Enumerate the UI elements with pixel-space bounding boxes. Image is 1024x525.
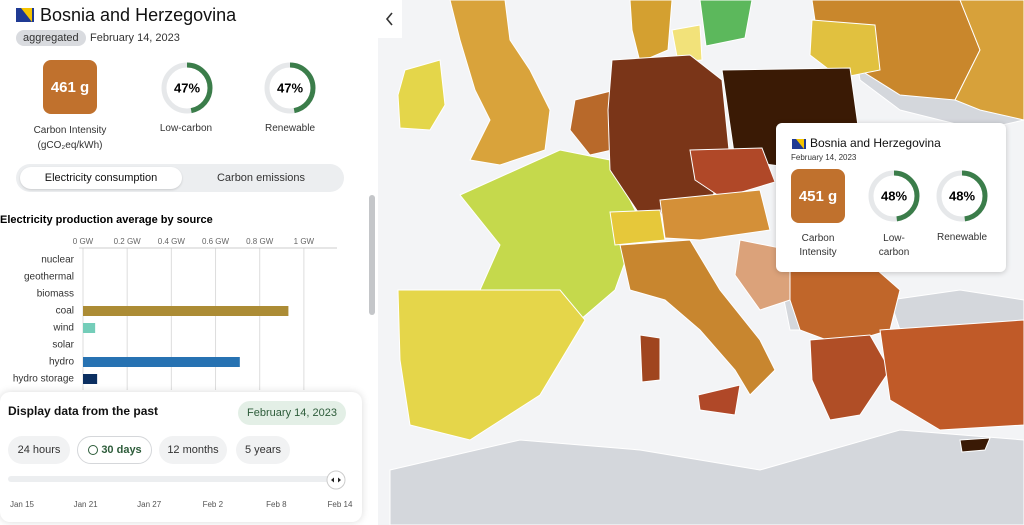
slider-label: Feb 8 bbox=[266, 500, 287, 509]
slider-label: Jan 27 bbox=[137, 500, 162, 509]
gauge-arc bbox=[936, 170, 988, 222]
bar bbox=[83, 323, 96, 333]
badge: aggregated bbox=[16, 30, 86, 46]
slider-label: Feb 2 bbox=[202, 500, 224, 509]
tooltip-low-carbon-label: Low-carbon bbox=[878, 233, 910, 258]
tooltip-zone: Bosnia and Herzegovina bbox=[810, 136, 941, 150]
slider-knob[interactable] bbox=[326, 470, 346, 490]
range-button[interactable]: 12 months bbox=[159, 436, 227, 464]
tooltip-low-carbon-gauge: 48% bbox=[868, 170, 920, 222]
range-button[interactable]: 24 hours bbox=[8, 436, 70, 464]
low-carbon-label: Low-carbon bbox=[159, 123, 213, 134]
category-label: biomass bbox=[37, 289, 74, 300]
tooltip-renewable-label: Renewable bbox=[936, 232, 988, 243]
tooltip-date: February 14, 2023 bbox=[791, 153, 857, 162]
range-button[interactable]: 5 years bbox=[236, 436, 290, 464]
gauge-label: 48% bbox=[949, 188, 975, 203]
x-tick-label: 0.2 GW bbox=[114, 237, 142, 246]
gauge-label: 47% bbox=[277, 80, 303, 95]
clock-icon bbox=[88, 445, 98, 455]
bar bbox=[83, 357, 240, 367]
scrollbar[interactable] bbox=[369, 195, 375, 315]
slider-label: Jan 15 bbox=[9, 500, 35, 509]
time-title: Display data from the past bbox=[8, 404, 159, 418]
time-date[interactable]: February 14, 2023 bbox=[238, 401, 346, 425]
flag bbox=[16, 8, 34, 22]
ci-label: Carbon Intensity (gCO₂eq/kWh) bbox=[10, 123, 130, 153]
category-label: nuclear bbox=[41, 255, 74, 266]
ci-unit: (gCO₂eq/kWh) bbox=[37, 140, 103, 151]
gauge-arc bbox=[868, 170, 920, 222]
collapse-button[interactable] bbox=[378, 0, 402, 38]
category-label: geothermal bbox=[24, 272, 74, 283]
gauge-label: 48% bbox=[881, 188, 907, 203]
x-tick-label: 0.6 GW bbox=[202, 237, 230, 246]
gauge-arc bbox=[264, 62, 316, 114]
renewable-label: Renewable bbox=[264, 123, 316, 134]
tooltip-flag bbox=[792, 139, 806, 149]
carbon-intensity: 461 g bbox=[43, 60, 97, 114]
bar bbox=[83, 306, 289, 316]
tooltip-carbon-intensity: 451 g bbox=[791, 169, 845, 223]
production-chart: Electricity production average by source… bbox=[0, 214, 337, 390]
category-label: solar bbox=[52, 340, 74, 351]
gauge-arc bbox=[161, 62, 213, 114]
slider-label: Jan 21 bbox=[73, 500, 98, 509]
low-carbon-gauge: 47% bbox=[161, 62, 213, 114]
x-tick-label: 0.4 GW bbox=[158, 237, 186, 246]
zone-name: Bosnia and Herzegovina bbox=[40, 5, 237, 25]
category-label: hydro bbox=[49, 357, 74, 368]
ci-label-text: Carbon Intensity bbox=[33, 125, 107, 136]
gauge-label: 47% bbox=[174, 80, 200, 95]
x-tick-label: 0 GW bbox=[73, 237, 94, 246]
slider-label: Feb 14 bbox=[327, 500, 353, 509]
renewable-gauge: 47% bbox=[264, 62, 316, 114]
toggle-option[interactable]: Carbon emissions bbox=[216, 172, 306, 184]
x-tick-label: 1 GW bbox=[294, 237, 315, 246]
x-tick-label: 0.8 GW bbox=[246, 237, 274, 246]
toggle-option[interactable]: Electricity consumption bbox=[20, 167, 182, 189]
category-label: hydro storage bbox=[13, 374, 75, 385]
category-label: wind bbox=[52, 323, 74, 334]
bar bbox=[83, 374, 98, 384]
tooltip-renewable-gauge: 48% bbox=[936, 170, 988, 222]
tooltip-ci-label: Carbon Intensity bbox=[799, 233, 837, 258]
date: February 14, 2023 bbox=[90, 32, 180, 44]
chart-title: Electricity production average by source bbox=[0, 214, 213, 226]
slider-track[interactable] bbox=[8, 476, 340, 482]
category-label: coal bbox=[56, 306, 74, 317]
